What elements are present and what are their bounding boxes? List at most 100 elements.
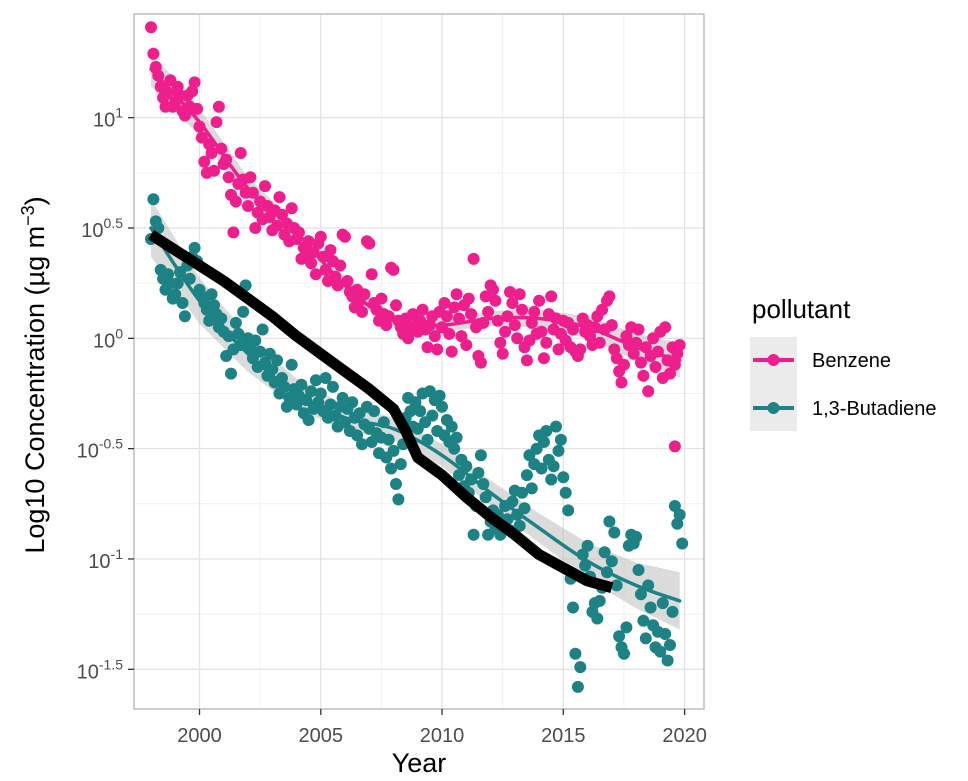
point-benzene <box>227 226 240 239</box>
point-benzene <box>460 339 473 351</box>
point-benzene <box>314 230 327 243</box>
point-benzene <box>205 147 218 159</box>
point-1-3-butadiene <box>249 334 262 347</box>
point-1-3-butadiene <box>559 486 572 499</box>
point-benzene <box>474 356 487 369</box>
point-1-3-butadiene <box>562 504 575 517</box>
y-tick-label: 10-1 <box>88 546 123 573</box>
x-axis-ticks: 2000 2005 2010 2015 2020 <box>177 709 707 747</box>
point-1-3-butadiene <box>630 530 643 543</box>
point-1-3-butadiene <box>205 288 218 301</box>
y-tick-label-exponent: 0.5 <box>104 215 124 231</box>
smooth-line-benzene <box>149 67 682 363</box>
point-1-3-butadiene <box>409 396 422 409</box>
point-1-3-butadiene <box>256 323 269 336</box>
point-1-3-butadiene <box>229 316 242 329</box>
point-benzene <box>273 191 286 204</box>
point-1-3-butadiene <box>356 438 368 451</box>
point-1-3-butadiene <box>346 396 359 409</box>
point-benzene <box>421 341 434 354</box>
point-benzene <box>593 336 606 349</box>
point-benzene <box>596 303 609 316</box>
point-benzene <box>506 297 519 309</box>
point-benzene <box>438 297 451 309</box>
point-benzene <box>339 230 351 243</box>
point-1-3-butadiene <box>271 354 284 367</box>
point-benzene <box>358 288 371 301</box>
point-1-3-butadiene <box>351 429 364 442</box>
point-benzene <box>659 321 672 334</box>
point-1-3-butadiene <box>450 431 463 444</box>
point-benzene <box>271 219 284 232</box>
point-1-3-butadiene <box>467 528 480 541</box>
point-benzene <box>222 171 235 184</box>
point-benzene <box>632 323 645 336</box>
point-benzene <box>649 361 662 373</box>
y-tick-label: 101 <box>93 105 123 132</box>
point-benzene <box>145 21 157 34</box>
y-tick-label-exponent: 0 <box>115 325 123 341</box>
point-1-3-butadiene <box>535 462 548 475</box>
point-benzene <box>574 343 587 356</box>
legend-label-butadiene: 1,3-Butadiene <box>812 398 937 420</box>
y-tick-label-base: 10 <box>77 661 99 683</box>
point-benzene <box>516 303 529 316</box>
point-1-3-butadiene <box>632 564 645 576</box>
point-1-3-butadiene <box>382 433 395 446</box>
x-tick-label: 2020 <box>662 725 707 747</box>
point-1-3-butadiene <box>603 515 616 528</box>
point-1-3-butadiene <box>394 458 407 471</box>
confidence-band-1-3-butadiene <box>151 199 680 630</box>
point-benzene <box>603 290 616 303</box>
point-benzene <box>440 310 453 323</box>
point-benzene <box>305 257 318 270</box>
y-tick-label-base: 10 <box>88 551 110 573</box>
point-benzene <box>513 288 526 301</box>
point-benzene <box>487 283 499 296</box>
point-1-3-butadiene <box>676 537 689 550</box>
x-axis-title: Year <box>392 748 447 778</box>
point-1-3-butadiene <box>525 482 538 495</box>
y-tick-label-exponent: -1 <box>111 546 124 562</box>
point-1-3-butadiene <box>581 539 594 552</box>
legend-label-benzene: Benzene <box>812 350 891 372</box>
legend-key-dot-benzene <box>767 354 780 366</box>
plot-background <box>134 14 704 709</box>
point-1-3-butadiene <box>472 466 485 479</box>
point-1-3-butadiene <box>552 444 565 457</box>
point-1-3-butadiene <box>436 400 448 413</box>
point-1-3-butadiene <box>661 654 674 667</box>
point-1-3-butadiene <box>225 367 237 380</box>
point-benzene <box>642 385 655 398</box>
point-benzene <box>545 290 558 303</box>
point-1-3-butadiene <box>673 508 686 521</box>
point-1-3-butadiene <box>176 297 189 309</box>
point-1-3-butadiene <box>545 473 558 486</box>
point-1-3-butadiene <box>620 621 633 634</box>
point-1-3-butadiene <box>516 486 529 499</box>
point-1-3-butadiene <box>540 425 553 437</box>
point-benzene <box>428 330 441 343</box>
point-benzene <box>208 164 220 177</box>
point-benzene <box>540 336 553 349</box>
y-tick-label-base: 10 <box>93 110 115 132</box>
point-1-3-butadiene <box>365 436 378 448</box>
point-benzene <box>615 376 628 389</box>
point-1-3-butadiene <box>385 462 398 475</box>
point-1-3-butadiene <box>520 469 533 482</box>
point-1-3-butadiene <box>305 385 318 398</box>
point-benzene <box>467 252 480 265</box>
plot-panel <box>134 14 704 709</box>
point-benzene <box>285 202 298 215</box>
point-benzene <box>387 263 400 276</box>
point-1-3-butadiene <box>618 647 630 660</box>
point-1-3-butadiene <box>518 502 531 515</box>
point-benzene <box>465 308 478 321</box>
point-1-3-butadiene <box>659 628 672 640</box>
point-benzene <box>664 367 676 380</box>
point-benzene <box>508 319 521 332</box>
point-1-3-butadiene <box>567 601 579 614</box>
point-1-3-butadiene <box>571 680 584 693</box>
